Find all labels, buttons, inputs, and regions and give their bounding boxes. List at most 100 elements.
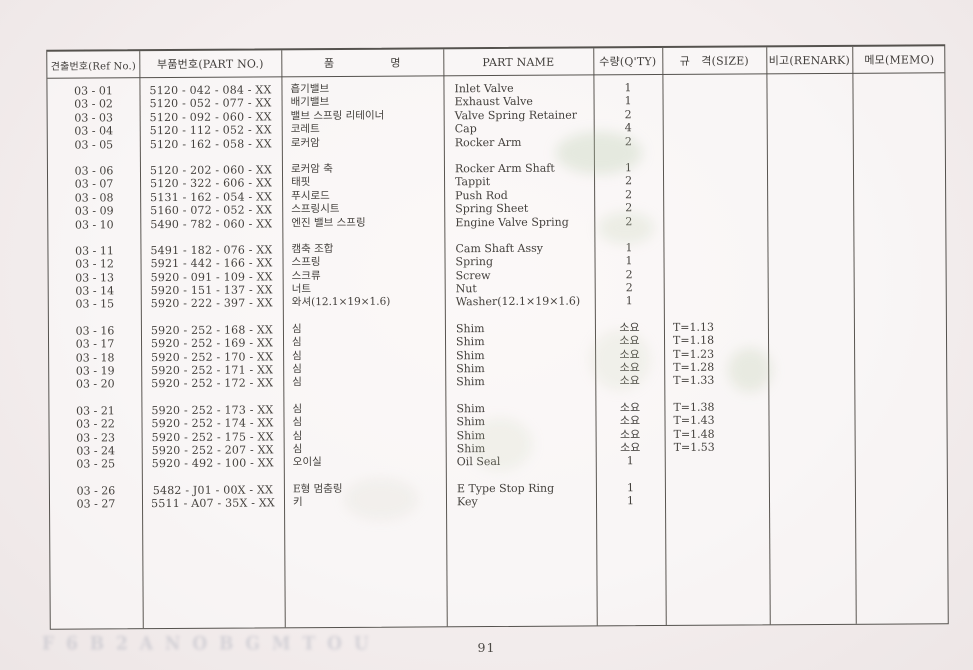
cell-ref-no: 03 - 26: [76, 484, 116, 498]
cell-memo: [855, 426, 949, 440]
cell-remark: [768, 373, 854, 387]
cell-qty: 소요: [619, 374, 640, 388]
header-cell-7: 메모(MEMO): [864, 53, 935, 67]
cell-qty: 1: [624, 161, 633, 175]
row-group: 03 - 21 5920 - 252 - 173 - XX 심 Shim 소요 T=1.3…: [49, 399, 946, 471]
cell-qty: 1: [624, 81, 632, 95]
cell-qty: 2: [625, 187, 633, 201]
cell-part-name: Valve Spring Retainer: [454, 108, 578, 123]
cell-memo: [854, 279, 948, 293]
cell-memo: [854, 346, 948, 360]
cell-memo: [854, 373, 948, 387]
cell-part-no: 5920 - 252 - 170 - XX: [151, 350, 274, 364]
cell-memo: [854, 359, 948, 373]
cell-remark: [768, 320, 854, 334]
cell-memo: [852, 79, 946, 93]
cell-memo: [853, 159, 947, 173]
page-number: 91: [477, 640, 496, 655]
cell-qty: 소요: [619, 414, 641, 428]
cell-size: [662, 80, 766, 94]
cell-ref-no: 03 - 08: [74, 191, 114, 205]
cell-part-no: 5120 - 052 - 077 - XX: [149, 96, 272, 111]
cell-ref-no: 03 - 15: [75, 297, 115, 312]
row-group: 03 - 06 5120 - 202 - 060 - XX 로커암 축 Rocker …: [48, 159, 945, 231]
header-cell-0: 견출번호(Ref No.): [50, 60, 137, 73]
row-group: 03 - 11 5491 - 182 - 076 - XX 캠축 조합 Cam Sha…: [48, 239, 945, 311]
cell-part-no: 5160 - 072 - 052 - XX: [150, 203, 273, 218]
header-cell-2: 품 명: [323, 56, 401, 71]
cell-name-ko: 배기밸브: [290, 96, 330, 109]
cell-part-name: Washer(12.1×19×1.6): [455, 294, 581, 309]
cell-size: T=1.28: [673, 360, 715, 374]
cell-size: [663, 240, 767, 254]
cell-part-name: Nut: [455, 282, 477, 296]
header-cell-4: 수량(Q'TY): [599, 55, 657, 69]
cell-ref-no: 03 - 17: [75, 337, 115, 351]
cell-ref-no: 03 - 02: [74, 97, 113, 111]
cell-part-name: Key: [456, 495, 478, 509]
cell-size: T=1.18: [672, 333, 715, 348]
cell-ref-no: 03 - 05: [74, 137, 114, 152]
cell-name-ko: 심: [292, 416, 303, 429]
cell-name-ko: 캠축 조합: [291, 242, 334, 256]
cell-part-no: 5482 - J01 - 00X - XX: [152, 483, 274, 497]
cell-name-ko: 엔진 밸브 스프링: [291, 216, 366, 229]
cell-part-name: Inlet Valve: [454, 81, 514, 96]
cell-qty: 1: [626, 480, 634, 494]
cell-memo: [854, 399, 948, 413]
cell-size: T=1.38: [673, 400, 715, 414]
cell-remark: [767, 93, 853, 107]
cell-size: T=1.13: [672, 320, 715, 334]
cell-part-no: 5511 - A07 - 35X - XX: [151, 496, 275, 511]
cell-part-name: Tappit: [455, 175, 491, 189]
cell-ref-no: 03 - 03: [74, 111, 114, 125]
cell-size: [664, 280, 768, 294]
cell-name-ko: 심: [291, 323, 302, 336]
row-group: 03 - 26 5482 - J01 - 00X - XX E형 멈춤링 E Type…: [50, 479, 947, 511]
cell-memo: [854, 266, 948, 280]
cell-remark: [767, 107, 853, 121]
cell-part-name: Shim: [456, 348, 485, 362]
cell-qty: 2: [625, 267, 633, 281]
cell-remark: [768, 333, 854, 347]
cell-ref-no: 03 - 22: [76, 417, 115, 431]
cell-name-ko: 심: [292, 376, 302, 389]
cell-ref-no: 03 - 09: [74, 204, 114, 218]
table-body: 03 - 01 5120 - 042 - 084 - XX 흡기밸브 Inlet Va…: [47, 73, 947, 511]
cell-remark: [769, 480, 855, 494]
cell-part-name: Exhaust Valve: [454, 95, 533, 109]
cell-ref-no: 03 - 06: [74, 164, 114, 178]
cell-remark: [768, 280, 854, 294]
cell-remark: [767, 133, 853, 147]
cell-memo: [853, 186, 947, 200]
cell-memo: [853, 173, 947, 187]
cell-size: [663, 254, 767, 268]
cell-ref-no: 03 - 13: [75, 271, 115, 285]
cell-part-name: Rocker Arm: [454, 135, 522, 149]
cell-ref-no: 03 - 01: [74, 84, 113, 98]
cell-ref-no: 03 - 10: [74, 217, 114, 232]
cell-part-no: 5120 - 162 - 058 - XX: [149, 136, 272, 151]
cell-ref-no: 03 - 18: [75, 350, 115, 365]
cell-part-name: Push Rod: [455, 188, 508, 202]
cell-ref-no: 03 - 04: [74, 124, 114, 138]
cell-name-ko: 와셔(12.1×19×1.6): [291, 296, 391, 309]
cell-name-ko: 스크류: [291, 269, 321, 282]
cell-part-no: 5920 - 222 - 397 - XX: [150, 296, 273, 311]
cell-ref-no: 03 - 12: [75, 257, 114, 271]
cell-qty: 소요: [619, 361, 640, 375]
cell-part-name: Shim: [456, 401, 486, 416]
cell-part-name: E Type Stop Ring: [456, 481, 555, 496]
cell-qty: 1: [625, 254, 633, 268]
cell-name-ko: 오이실: [292, 456, 322, 469]
cell-memo: [853, 106, 947, 120]
cell-part-no: 5920 - 252 - 172 - XX: [151, 376, 274, 391]
cell-memo: [853, 199, 947, 213]
cell-part-no: 5921 - 442 - 166 - XX: [150, 256, 273, 271]
cell-memo: [853, 119, 947, 133]
cell-ref-no: 03 - 27: [76, 497, 116, 511]
cell-part-name: Shim: [456, 415, 486, 429]
cell-qty: 1: [626, 494, 635, 508]
cell-ref-no: 03 - 25: [76, 457, 116, 471]
cell-name-ko: 태핏: [291, 176, 311, 189]
